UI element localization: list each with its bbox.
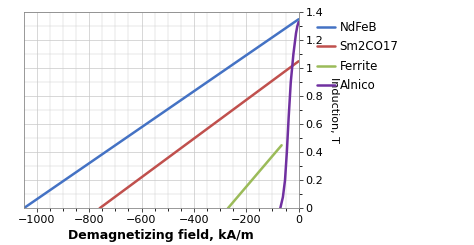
Line: Ferrite: Ferrite <box>228 145 282 208</box>
Line: Sm2CO17: Sm2CO17 <box>100 61 299 208</box>
Alnico <box>282 179 288 182</box>
Alnico <box>286 116 292 119</box>
Y-axis label: Induction, T: Induction, T <box>329 77 339 143</box>
Ferrite <box>225 207 231 210</box>
Alnico <box>293 32 299 35</box>
Alnico <box>291 53 296 56</box>
Alnico <box>288 81 293 84</box>
Alnico <box>280 196 286 198</box>
Alnico <box>296 21 301 24</box>
Ferrite <box>279 144 284 147</box>
X-axis label: Demagnetizing field, kA/m: Demagnetizing field, kA/m <box>68 229 254 242</box>
Legend: NdFeB, Sm2CO17, Ferrite, Alnico: NdFeB, Sm2CO17, Ferrite, Alnico <box>312 16 403 97</box>
Sm2CO17 <box>296 60 301 63</box>
Line: Alnico: Alnico <box>280 22 299 208</box>
Alnico <box>294 25 300 28</box>
Sm2CO17 <box>97 207 102 210</box>
Alnico <box>284 151 290 154</box>
Alnico <box>277 207 283 210</box>
